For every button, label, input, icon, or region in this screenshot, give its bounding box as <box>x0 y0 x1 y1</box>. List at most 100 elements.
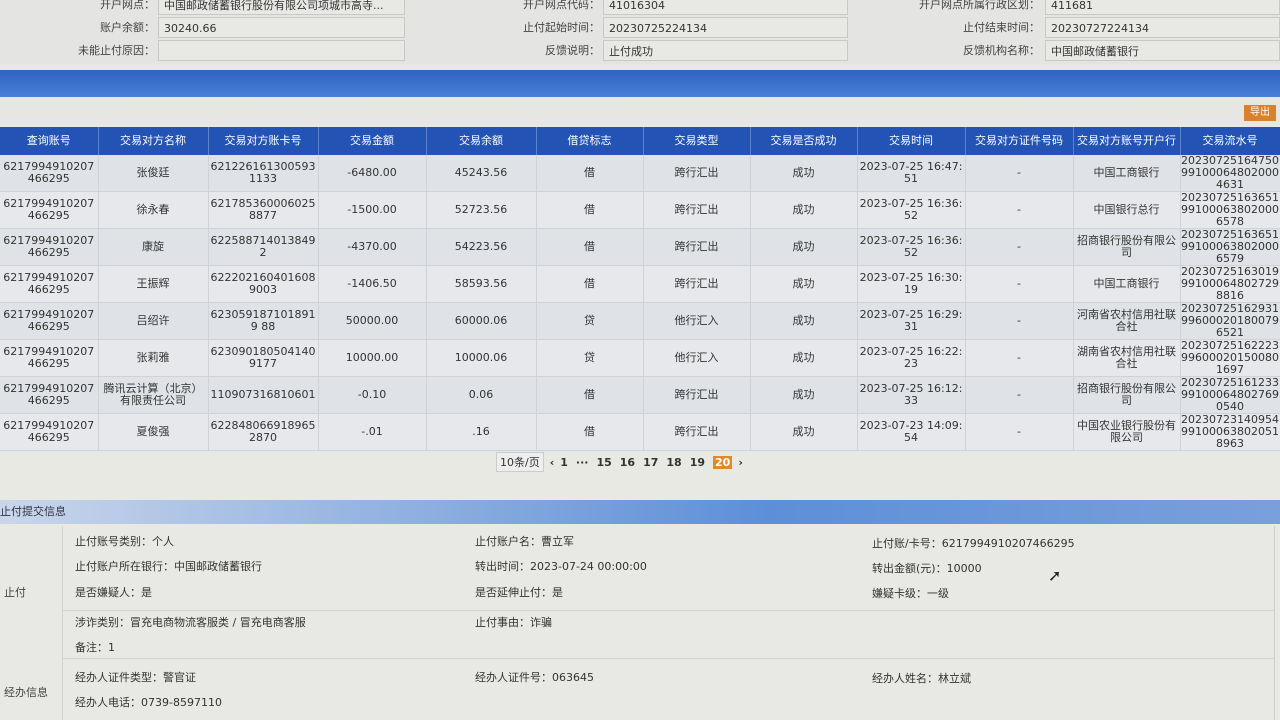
info-value: 止付成功 <box>603 40 848 61</box>
table-cell: 45243.56 <box>426 155 537 192</box>
table-cell: 2023-07-25 16:36:52 <box>857 191 966 229</box>
table-cell: 成功 <box>750 302 858 340</box>
table-cell: 60000.06 <box>426 302 537 340</box>
info-value: 20230727224134 <box>1045 17 1280 38</box>
page-button[interactable]: 18 <box>666 455 682 469</box>
export-button[interactable]: 导出 <box>1244 105 1276 121</box>
table-cell: -.01 <box>318 413 427 451</box>
table-cell: 跨行汇出 <box>643 228 751 266</box>
table-cell: 6217994910207466295 <box>0 376 99 414</box>
table-cell: 52723.56 <box>426 191 537 229</box>
table-cell: 2023-07-25 16:22:23 <box>857 339 966 377</box>
table-cell: 跨行汇出 <box>643 265 751 303</box>
next-page-button[interactable]: › <box>738 455 743 469</box>
column-header: 交易流水号 <box>1180 127 1280 155</box>
group-label-officer: 经办信息 <box>4 686 48 699</box>
info-value: 41016304 <box>603 0 848 15</box>
officer-id: 经办人证件号：063645 <box>475 671 594 684</box>
table-cell: 跨行汇出 <box>643 191 751 229</box>
table-cell: 2023-07-25 16:36:52 <box>857 228 966 266</box>
table-cell: 2023-07-25 16:12:33 <box>857 376 966 414</box>
table-cell: 他行汇入 <box>643 302 751 340</box>
table-row[interactable]: 6217994910207466295 腾讯云计算（北京）有限责任公司 110907… <box>0 376 1280 414</box>
table-cell: 6222021604016089003 <box>208 265 319 303</box>
table-row[interactable]: 6217994910207466295 康旋 622588714013849 2 -4… <box>0 228 1280 266</box>
column-header: 交易对方账号开户行 <box>1073 127 1181 155</box>
table-cell: -4370.00 <box>318 228 427 266</box>
table-row[interactable]: 6217994910207466295 张莉雅 623090180504140917… <box>0 339 1280 377</box>
table-cell: 徐永春 <box>98 191 209 229</box>
info-label: 反馈说明： <box>545 44 600 57</box>
table-row[interactable]: 6217994910207466295 夏俊强 622848066918965287… <box>0 413 1280 451</box>
table-cell: - <box>965 155 1074 192</box>
table-cell: 夏俊强 <box>98 413 209 451</box>
info-label: 账户余额： <box>100 21 155 34</box>
table-cell: 10000.06 <box>426 339 537 377</box>
table-cell: - <box>965 228 1074 266</box>
table-cell: 50000.00 <box>318 302 427 340</box>
card-level: 嫌疑卡级：一级 <box>872 587 949 600</box>
table-cell: 张莉雅 <box>98 339 209 377</box>
table-row[interactable]: 6217994910207466295 张俊廷 621226161300593113… <box>0 155 1280 192</box>
column-header: 交易类型 <box>643 127 751 155</box>
table-cell: 6217994910207466295 <box>0 228 99 266</box>
table-cell: 6217994910207466295 <box>0 265 99 303</box>
transaction-table: 查询账号 交易对方名称 交易对方账卡号 交易金额 交易余额 借贷标志 交易类型 交易是否成功交… <box>0 127 1280 451</box>
table-cell: .16 <box>426 413 537 451</box>
table-cell: 成功 <box>750 265 858 303</box>
table-cell: 吕绍许 <box>98 302 209 340</box>
remark: 备注：1 <box>75 641 115 654</box>
info-label: 止付起始时间： <box>523 21 600 34</box>
page-button[interactable]: 1 <box>560 455 568 469</box>
info-value: 411681 <box>1045 0 1280 15</box>
info-value: 20230725224134 <box>603 17 848 38</box>
table-cell: 成功 <box>750 155 858 192</box>
info-label: 未能止付原因： <box>78 44 155 57</box>
pagination: 10条/页 ‹ 1 ··· 15 16 17 18 19 20 › <box>496 452 743 472</box>
table-cell: 河南省农村信用社联合社 <box>1073 302 1181 340</box>
prev-page-button[interactable]: ‹ <box>549 455 555 469</box>
table-cell: 跨行汇出 <box>643 413 751 451</box>
table-row[interactable]: 6217994910207466295 王振辉 622202160401608900… <box>0 265 1280 303</box>
page-button[interactable]: 16 <box>619 455 636 469</box>
table-cell: 借 <box>536 155 644 192</box>
info-label: 反馈机构名称： <box>963 44 1040 57</box>
table-cell: 0.06 <box>426 376 537 414</box>
table-cell: 中国工商银行 <box>1073 155 1181 192</box>
column-header: 交易时间 <box>857 127 966 155</box>
column-header: 交易金额 <box>318 127 427 155</box>
table-cell: 20230725163651991000638020006579 <box>1180 228 1280 266</box>
table-cell: 借 <box>536 228 644 266</box>
page-button[interactable]: 20 <box>713 455 733 469</box>
officer-phone: 经办人电话：0739-8597110 <box>75 696 222 709</box>
info-value <box>158 40 405 61</box>
info-value: 中国邮政储蓄银行 <box>1045 40 1280 61</box>
table-row[interactable]: 6217994910207466295 徐永春 621785360006025887… <box>0 191 1280 229</box>
table-cell: 招商银行股份有限公司 <box>1073 228 1181 266</box>
table-cell: 6217994910207466295 <box>0 155 99 192</box>
table-cell: 6217994910207466295 <box>0 413 99 451</box>
column-header: 交易余额 <box>426 127 537 155</box>
table-cell: 腾讯云计算（北京）有限责任公司 <box>98 376 209 414</box>
table-cell: 20230725164750991000648020004631 <box>1180 154 1280 192</box>
page-button[interactable]: ··· <box>575 455 589 469</box>
table-row[interactable]: 6217994910207466295 吕绍许 6230591871018919 8… <box>0 302 1280 340</box>
page-button[interactable]: 19 <box>689 455 706 469</box>
fraud-type: 涉诈类别：冒充电商物流客服类 / 冒充电商客服 <box>75 616 306 629</box>
info-label: 开户网点代码： <box>523 0 600 11</box>
table-cell: 中国农业银行股份有限公司 <box>1073 413 1181 451</box>
table-cell: 成功 <box>750 376 858 414</box>
page-button[interactable]: 17 <box>643 455 659 469</box>
table-cell: 成功 <box>750 228 858 266</box>
page-button[interactable]: 15 <box>596 455 612 469</box>
table-cell: 跨行汇出 <box>643 155 751 192</box>
info-label: 止付结束时间： <box>963 21 1040 34</box>
table-cell: 6217994910207466295 <box>0 191 99 229</box>
submit-info-form: 止付 经办信息 止付账号类别：个人 止付账户名：曹立军 止付账/卡号：62179… <box>0 526 1275 720</box>
table-cell: 2023072516222399600020150080 1697 <box>1180 339 1280 377</box>
page-size-select[interactable]: 10条/页 <box>496 452 544 472</box>
table-cell: 贷 <box>536 339 644 377</box>
table-cell: 2023-07-23 14:09:54 <box>857 413 966 451</box>
table-cell: 10000.00 <box>318 339 427 377</box>
table-cell: - <box>965 413 1074 451</box>
